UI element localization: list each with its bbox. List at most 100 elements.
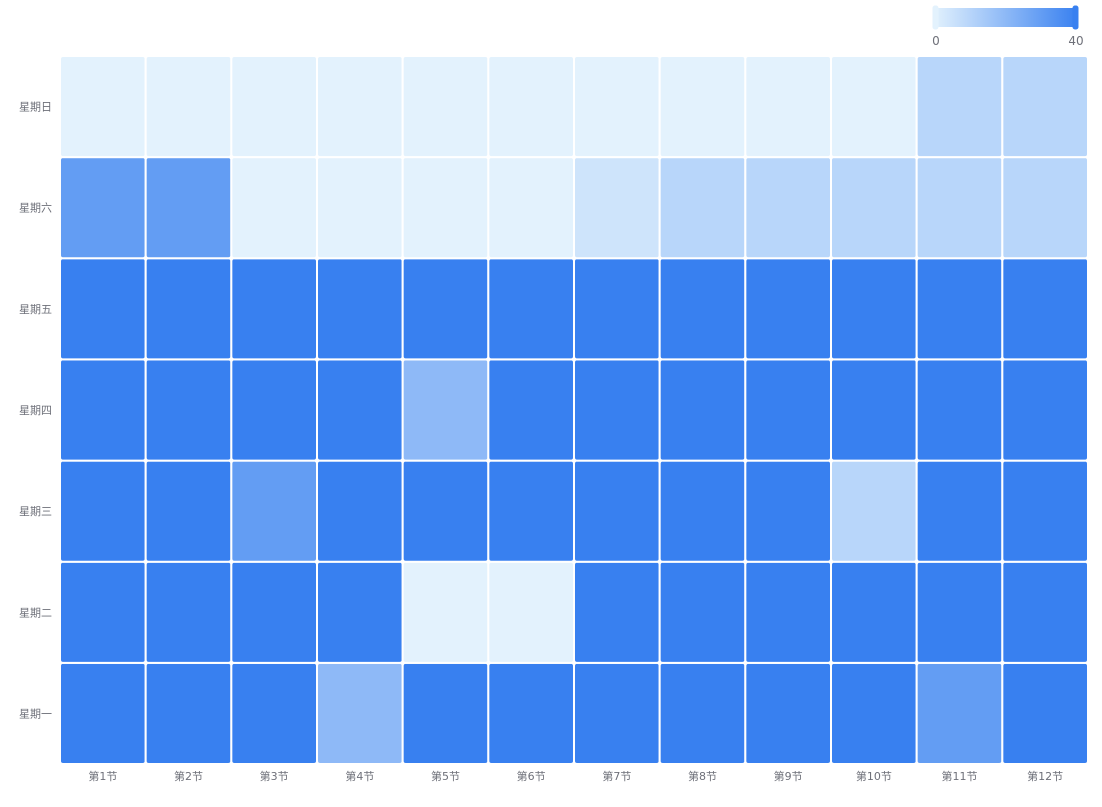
heatmap-cell-星期三-第5节[interactable] [401, 459, 490, 563]
visual-map-legend[interactable]: 0 40 [932, 5, 1084, 48]
heatmap-cell-星期三-第2节[interactable] [144, 459, 233, 563]
heatmap-cell-星期四-第6节[interactable] [487, 358, 576, 462]
heatmap-cell-星期日-第3节[interactable] [230, 55, 318, 159]
heatmap-cell-星期六-第10节[interactable] [830, 156, 918, 260]
heatmap-cell-星期六-第1节[interactable] [59, 156, 147, 260]
heatmap-cell-星期一-第10节[interactable] [830, 661, 918, 765]
heatmap-cell-星期五-第5节[interactable] [401, 257, 490, 361]
heatmap-cell-星期四-第4节[interactable] [316, 358, 404, 462]
heatmap-cell-星期三-第8节[interactable] [658, 459, 747, 563]
x-tick-label: 第5节 [431, 769, 460, 783]
y-tick-label: 星期二 [19, 606, 52, 619]
y-axis: 星期一 星期二 星期三 星期四 星期五 星期六 星期日 [19, 101, 52, 721]
heatmap-cell-星期二-第7节[interactable] [573, 560, 661, 664]
heatmap-cell-星期二-第1节[interactable] [59, 560, 147, 664]
heatmap-cell-星期二-第9节[interactable] [744, 560, 832, 664]
heatmap-cell-星期六-第2节[interactable] [144, 156, 233, 260]
heatmap-cell-星期一-第2节[interactable] [144, 661, 233, 765]
heatmap-cell-星期日-第2节[interactable] [144, 55, 233, 159]
heatmap-cell-星期三-第1节[interactable] [59, 459, 147, 563]
heatmap-cell-星期四-第10节[interactable] [830, 358, 918, 462]
heatmap-cell-星期日-第7节[interactable] [573, 55, 661, 159]
heatmap-cell-星期一-第12节[interactable] [1001, 661, 1089, 765]
heatmap-cell-星期四-第8节[interactable] [658, 358, 747, 462]
heatmap-cell-星期日-第1节[interactable] [59, 55, 147, 159]
heatmap-cell-星期六-第4节[interactable] [316, 156, 404, 260]
x-tick-label: 第6节 [517, 769, 546, 783]
heatmap-cell-星期六-第3节[interactable] [230, 156, 318, 260]
heatmap-cell-星期三-第10节[interactable] [830, 459, 918, 563]
heatmap-cell-星期一-第7节[interactable] [573, 661, 661, 765]
heatmap-cell-星期四-第11节[interactable] [915, 358, 1004, 462]
heatmap-cell-星期三-第12节[interactable] [1001, 459, 1089, 563]
heatmap-cell-星期日-第6节[interactable] [487, 55, 576, 159]
heatmap-cell-星期五-第9节[interactable] [744, 257, 832, 361]
heatmap-cell-星期日-第5节[interactable] [401, 55, 490, 159]
heatmap-cell-星期五-第11节[interactable] [915, 257, 1004, 361]
heatmap-cell-星期六-第5节[interactable] [401, 156, 490, 260]
heatmap-cell-星期四-第12节[interactable] [1001, 358, 1089, 462]
heatmap-cell-星期五-第6节[interactable] [487, 257, 576, 361]
heatmap-cell-星期二-第10节[interactable] [830, 560, 918, 664]
heatmap-cell-星期四-第2节[interactable] [144, 358, 233, 462]
heatmap-cell-星期日-第10节[interactable] [830, 55, 918, 159]
heatmap-cell-星期五-第7节[interactable] [573, 257, 661, 361]
heatmap-cell-星期日-第4节[interactable] [316, 55, 404, 159]
heatmap-cell-星期一-第3节[interactable] [230, 661, 318, 765]
heatmap-cell-星期二-第2节[interactable] [144, 560, 233, 664]
heatmap-cell-星期日-第12节[interactable] [1001, 55, 1089, 159]
heatmap-cell-星期四-第9节[interactable] [744, 358, 832, 462]
heatmap-cell-星期一-第6节[interactable] [487, 661, 576, 765]
visual-map-bar[interactable] [933, 8, 1078, 27]
heatmap-cell-星期一-第11节[interactable] [915, 661, 1004, 765]
heatmap-cell-星期六-第7节[interactable] [573, 156, 661, 260]
heatmap-cell-星期二-第11节[interactable] [915, 560, 1004, 664]
x-tick-label: 第10节 [856, 769, 892, 783]
heatmap-cell-星期三-第6节[interactable] [487, 459, 576, 563]
heatmap-cell-星期六-第9节[interactable] [744, 156, 832, 260]
x-tick-label: 第4节 [345, 769, 374, 783]
heatmap-cell-星期一-第4节[interactable] [316, 661, 404, 765]
heatmap-cell-星期三-第11节[interactable] [915, 459, 1004, 563]
visual-map-handle-high[interactable] [1072, 5, 1079, 30]
heatmap-cell-星期三-第3节[interactable] [230, 459, 318, 563]
heatmap-cell-星期二-第12节[interactable] [1001, 560, 1089, 664]
heatmap-cell-星期二-第6节[interactable] [487, 560, 576, 664]
heatmap-cell-星期六-第8节[interactable] [658, 156, 747, 260]
heatmap-cell-星期日-第8节[interactable] [658, 55, 747, 159]
x-tick-label: 第2节 [174, 769, 203, 783]
heatmap-cell-星期五-第8节[interactable] [658, 257, 747, 361]
heatmap-cell-星期五-第12节[interactable] [1001, 257, 1089, 361]
heatmap-cell-星期六-第6节[interactable] [487, 156, 576, 260]
heatmap-cell-星期一-第5节[interactable] [401, 661, 490, 765]
heatmap-cell-星期四-第7节[interactable] [573, 358, 661, 462]
heatmap-cell-星期六-第12节[interactable] [1001, 156, 1089, 260]
heatmap-cell-星期五-第4节[interactable] [316, 257, 404, 361]
heatmap-cell-星期二-第5节[interactable] [401, 560, 490, 664]
heatmap-cell-星期一-第9节[interactable] [744, 661, 832, 765]
heatmap-cell-星期四-第1节[interactable] [59, 358, 147, 462]
heatmap-cell-星期一-第1节[interactable] [59, 661, 147, 765]
heatmap-cell-星期日-第11节[interactable] [915, 55, 1004, 159]
heatmap-cell-星期四-第3节[interactable] [230, 358, 318, 462]
y-tick-label: 星期六 [19, 202, 52, 215]
heatmap-cell-星期四-第5节[interactable] [401, 358, 490, 462]
heatmap-cell-星期二-第3节[interactable] [230, 560, 318, 664]
heatmap-cell-星期六-第11节[interactable] [915, 156, 1004, 260]
heatmap-cell-星期三-第4节[interactable] [316, 459, 404, 563]
heatmap-cell-星期三-第9节[interactable] [744, 459, 832, 563]
heatmap-cell-星期二-第4节[interactable] [316, 560, 404, 664]
x-tick-label: 第1节 [88, 769, 117, 783]
visual-map-handle-low[interactable] [932, 5, 939, 30]
heatmap-cell-星期五-第2节[interactable] [144, 257, 233, 361]
heatmap-cell-星期三-第7节[interactable] [573, 459, 661, 563]
heatmap-cell-星期五-第3节[interactable] [230, 257, 318, 361]
heatmap-cell-星期五-第10节[interactable] [830, 257, 918, 361]
heatmap-cell-星期一-第8节[interactable] [658, 661, 747, 765]
heatmap-cell-星期日-第9节[interactable] [744, 55, 832, 159]
heatmap-cell-星期五-第1节[interactable] [59, 257, 147, 361]
x-tick-label: 第7节 [602, 769, 631, 783]
heatmap-cell-星期二-第8节[interactable] [658, 560, 747, 664]
